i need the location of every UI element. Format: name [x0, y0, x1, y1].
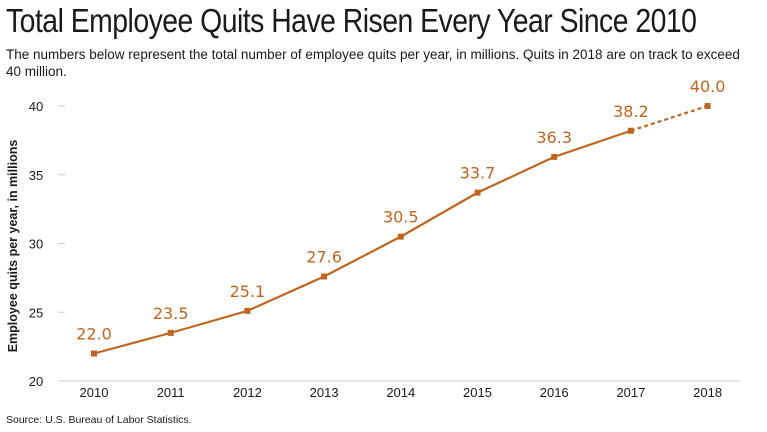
x-tick-label: 2010	[80, 385, 109, 400]
data-point	[244, 307, 251, 314]
y-tick-label: 25	[29, 305, 43, 320]
chart-title: Total Employee Quits Have Risen Every Ye…	[6, 2, 697, 39]
data-point	[91, 350, 97, 357]
data-label: 40.0	[690, 77, 726, 96]
x-tick-label: 2011	[157, 385, 185, 400]
data-label: 23.5	[153, 304, 189, 323]
series-line	[93, 129, 632, 355]
data-point	[474, 189, 481, 196]
x-tick-label: 2015	[463, 385, 492, 400]
x-tick-label: 2012	[233, 385, 262, 400]
data-point	[627, 127, 634, 134]
data-point	[167, 329, 174, 336]
data-label: 33.7	[460, 164, 496, 183]
data-label: 27.6	[306, 248, 342, 267]
data-label: 36.3	[536, 128, 572, 147]
data-point	[551, 153, 558, 160]
y-tick-label: 30	[29, 237, 43, 252]
y-tick-label: 20	[29, 374, 43, 389]
x-tick-label: 2017	[616, 385, 645, 400]
data-label: 25.1	[230, 282, 266, 301]
chart-subtitle: The numbers below represent the total nu…	[6, 47, 740, 79]
data-label: 38.2	[613, 102, 649, 121]
data-point	[704, 103, 711, 109]
data-point	[397, 233, 404, 240]
x-tick-label: 2013	[310, 385, 339, 400]
data-point	[321, 273, 328, 280]
source-note: Source: U.S. Bureau of Labor Statistics.	[6, 414, 192, 426]
data-label: 22.0	[76, 325, 112, 344]
y-tick-label: 35	[29, 168, 43, 183]
x-tick-label: 2016	[540, 385, 569, 400]
y-tick-label: 40	[29, 99, 43, 114]
x-tick-label: 2018	[693, 385, 722, 400]
y-axis-label: Employee quits per year, in millions	[6, 140, 20, 353]
data-label: 30.5	[383, 208, 419, 227]
x-tick-label: 2014	[386, 385, 415, 400]
